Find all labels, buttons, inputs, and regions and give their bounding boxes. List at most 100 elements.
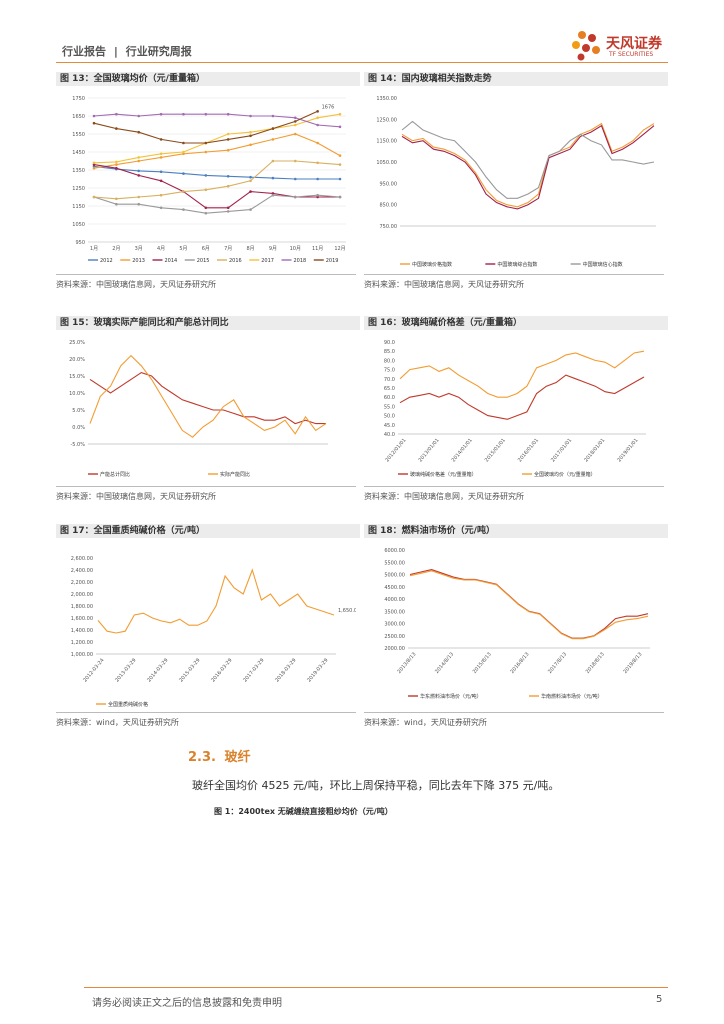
series-line-2014 (93, 164, 340, 209)
data-point (182, 208, 185, 211)
x-tick-label: 12月 (334, 246, 345, 252)
x-tick-label: 2013/01/01 (418, 437, 441, 463)
data-point (249, 175, 252, 179)
data-point (204, 150, 208, 154)
y-tick-label: 5000.00 (384, 573, 405, 579)
data-annotation: 1,650.00 (338, 608, 356, 614)
figure-caption: 图 15：玻璃实际产能同比和产能总计同比 (56, 316, 360, 330)
legend-label: 2018 (294, 258, 307, 264)
x-tick-label: 1月 (90, 246, 98, 252)
y-tick-label: 1350.00 (376, 96, 397, 102)
data-point (115, 160, 118, 164)
x-tick-label: 2月 (112, 246, 120, 252)
series-line-2017 (93, 113, 341, 164)
figure-source: 资料来源：wind，天风证券研究所 (56, 718, 179, 727)
legend-label: 华东燃料油市场价（元/吨） (420, 693, 482, 700)
y-tick-label: 1050 (72, 222, 85, 228)
y-tick-label: 6000.00 (384, 548, 405, 554)
data-point (271, 176, 275, 180)
figure-16: 图 16：玻璃纯碱价格差（元/重量箱） 90.0 85.0 80.0 75.0 70.0… (364, 316, 668, 502)
y-tick-label: 20.0% (69, 357, 85, 363)
data-point (204, 211, 208, 215)
figure-14: 图 14：国内玻璃相关指数走势 1350.00 1250.00 1150.00 105… (364, 72, 668, 290)
data-point (226, 210, 230, 213)
data-point (226, 148, 230, 152)
legend-label: 2019 (326, 258, 339, 264)
x-tick-label: 2014/8/13 (434, 651, 455, 674)
y-tick-label: 950 (75, 240, 85, 246)
section-title: 玻纤 (224, 750, 251, 765)
y-tick-label: 85.0 (384, 349, 395, 355)
data-point (249, 208, 252, 211)
legend-label: 中国玻璃价格指数 (412, 261, 452, 268)
x-tick-label: 2018/01/01 (583, 437, 606, 463)
x-tick-label: 2019/01/01 (616, 437, 639, 463)
data-point (249, 134, 252, 138)
legend-label: 2012 (100, 258, 113, 264)
x-tick-label: 2017-03-29 (242, 657, 265, 683)
y-tick-label: 4000.00 (384, 597, 405, 603)
legend-label: 华南燃料油市场价（元/吨） (541, 693, 603, 700)
data-point (159, 179, 163, 183)
legend-label: 2015 (197, 258, 210, 264)
y-tick-label: 1,600.00 (71, 616, 93, 622)
y-tick-label: 2,600.00 (71, 556, 93, 562)
data-point (338, 177, 342, 181)
data-point (249, 130, 252, 134)
chart-fig17: 2,600.00 2,400.00 2,200.00 2,000.00 1,800.00… (71, 556, 356, 708)
data-point (115, 166, 118, 170)
y-tick-label: 45.0 (384, 423, 395, 429)
legend-label: 全国玻璃均价（元/重量箱） (534, 471, 596, 478)
x-tick-label: 2013/8/13 (396, 651, 417, 674)
x-tick-label: 2013-03-29 (114, 657, 137, 683)
data-annotation: 1676 (322, 104, 335, 110)
series-line-玻璃纯碱价格差（元/重量箱） (399, 374, 645, 420)
y-tick-label: 55.0 (384, 404, 395, 410)
y-tick-label: 90.0 (384, 340, 395, 346)
data-point (316, 193, 319, 197)
data-point (316, 195, 319, 199)
x-tick-label: 11月 (312, 246, 323, 252)
data-point (159, 206, 163, 210)
data-point (159, 112, 163, 116)
y-tick-label: 4500.00 (384, 585, 405, 591)
data-point (92, 121, 96, 125)
data-point (159, 138, 163, 141)
data-point (137, 174, 141, 177)
legend-label: 产能总计同比 (100, 471, 130, 478)
series-line-中国玻璃信心指数 (401, 120, 655, 199)
y-tick-label: 1150 (72, 204, 85, 210)
x-tick-label: 2016-03-29 (210, 657, 233, 683)
y-tick-label: 850.00 (380, 203, 398, 209)
data-point (338, 163, 342, 166)
series-line-2013 (93, 133, 341, 169)
x-tick-label: 2015/01/01 (484, 437, 507, 463)
footer-disclaimer: 请务必阅读正文之后的信息披露和免责申明 (92, 998, 282, 1009)
data-point (115, 197, 118, 201)
y-tick-label: 2500.00 (384, 634, 405, 640)
y-tick-label: 0.0% (72, 425, 85, 431)
legend-label: 实际产能同比 (220, 471, 250, 478)
data-point (338, 195, 342, 199)
y-tick-label: 2000.00 (384, 646, 405, 652)
x-tick-label: 7月 (224, 246, 232, 252)
y-tick-label: 1650 (72, 114, 85, 120)
data-point (293, 132, 297, 136)
legend-label: 中国玻璃信心指数 (583, 261, 623, 268)
data-point (316, 177, 319, 181)
legend-label: 2013 (132, 258, 145, 264)
page-number: 5 (656, 994, 663, 1005)
series-line-2016 (93, 160, 341, 200)
data-point (226, 112, 230, 116)
report-header: 行业报告 | 行业研究周报 (62, 43, 192, 59)
data-point (226, 132, 230, 136)
y-tick-label: 80.0 (384, 358, 395, 364)
data-point (271, 192, 275, 195)
header-sep: | (113, 45, 118, 58)
data-point (271, 138, 275, 141)
y-tick-label: 1,800.00 (71, 604, 93, 610)
figure-caption: 图 17：全国重质纯碱价格（元/吨） (56, 524, 360, 538)
x-tick-label: 2016/01/01 (517, 437, 540, 463)
y-tick-label: 15.0% (69, 374, 85, 380)
data-point (271, 114, 275, 118)
